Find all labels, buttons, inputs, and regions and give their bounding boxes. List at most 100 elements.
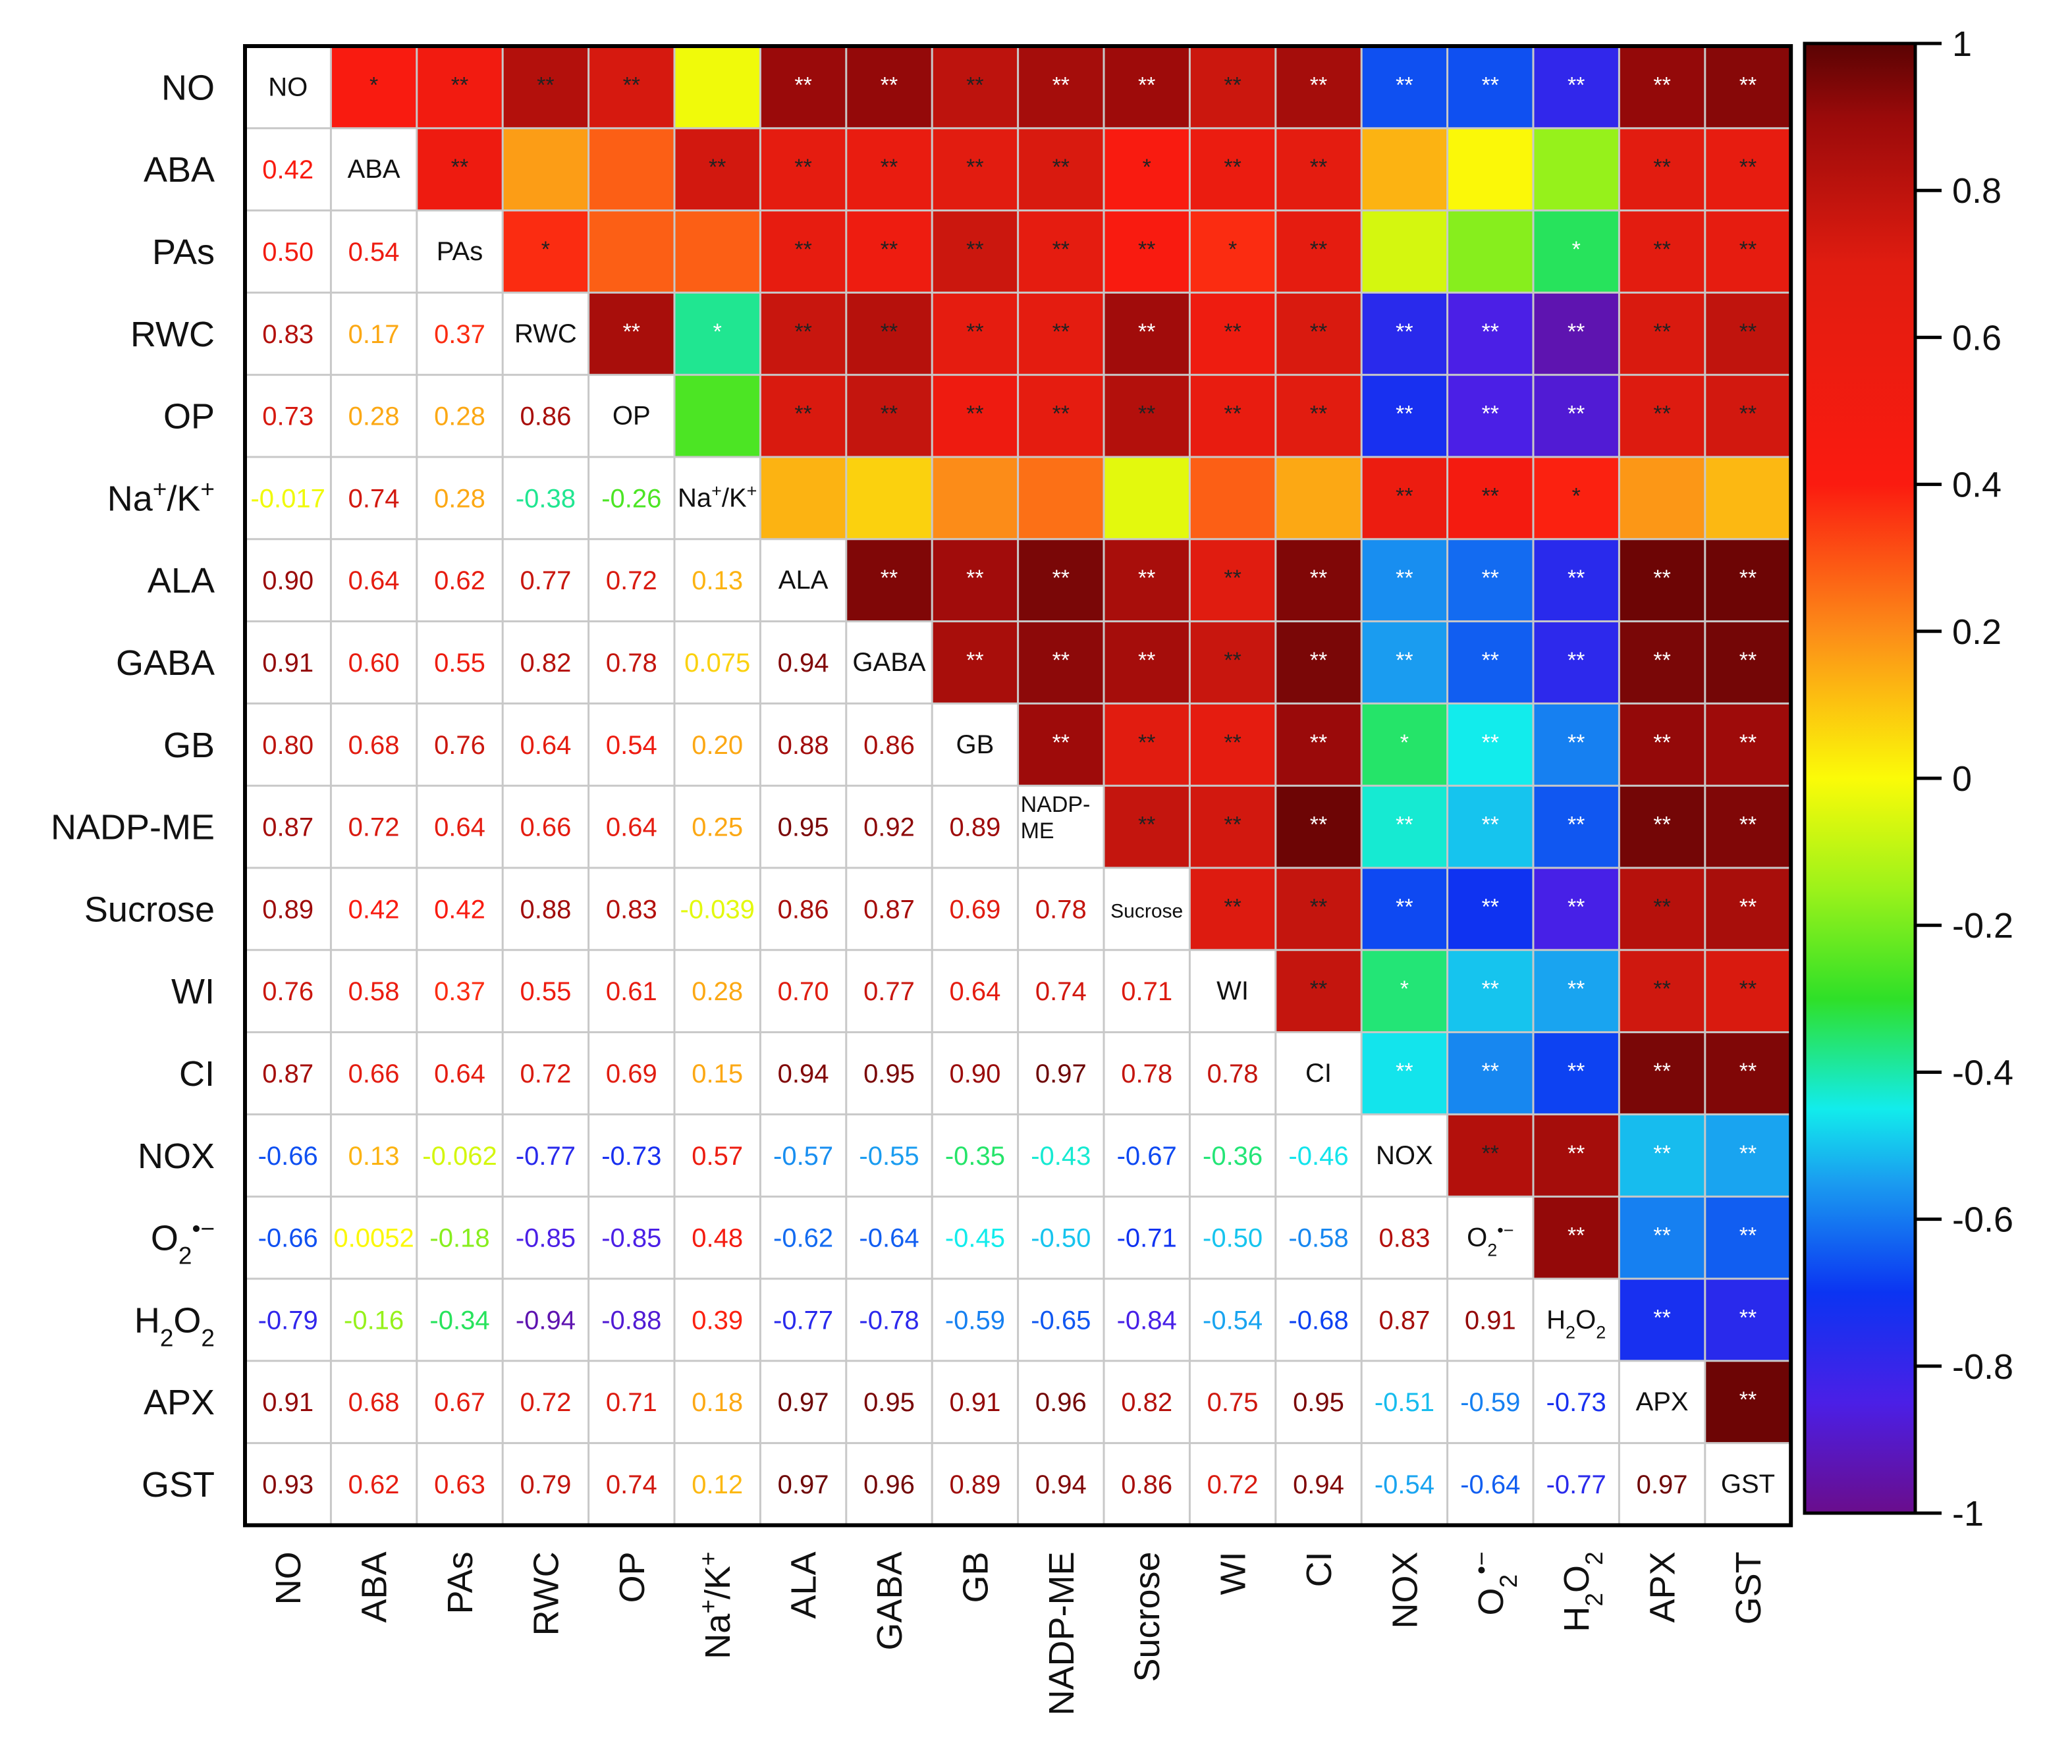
cell-aba-gst: [1704, 128, 1791, 211]
column-label-h2o2: H2O2: [1557, 1551, 1608, 1632]
value-cell-nox-gaba: [846, 1114, 933, 1197]
value-cell-ala-aba: [331, 539, 417, 622]
label-part: 2: [1487, 1241, 1497, 1260]
significance-marker: **: [1482, 894, 1499, 919]
value-cell-h2o2-sucrose: [1104, 1279, 1190, 1361]
value-cell-op-pas: [416, 375, 503, 457]
significance-marker: **: [1653, 1305, 1670, 1330]
value-cell-gst-op: [588, 1443, 674, 1526]
correlation-value: 0.71: [606, 1388, 657, 1417]
significance-marker: *: [1143, 155, 1151, 180]
cell-nadp-me-gst: [1704, 786, 1791, 868]
significance-marker: **: [1568, 1141, 1585, 1166]
correlation-value: 0.86: [520, 402, 571, 431]
value-cell-nadp-me-pas: [416, 786, 503, 868]
column-label-o2: O2•−: [1467, 1551, 1521, 1615]
correlation-value: 0.93: [262, 1470, 314, 1499]
diagonal-cell-gaba: [846, 621, 933, 704]
value-cell-h2o2-o2: [1447, 1279, 1533, 1361]
correlation-value: 0.13: [348, 1142, 400, 1171]
correlation-value: 0.87: [262, 813, 314, 842]
label-part: 2: [201, 1324, 215, 1351]
cell-h2o2-apx: [1619, 1279, 1705, 1361]
correlation-value: 0.69: [606, 1059, 657, 1088]
label-part: NOX: [1385, 1551, 1425, 1628]
cell-no-nadp-me: [1018, 46, 1104, 128]
correlation-value: 0.39: [692, 1306, 743, 1335]
correlation-value: 0.57: [692, 1142, 743, 1171]
value-cell-gb-ala: [760, 703, 846, 786]
cell-no-pas: [416, 46, 503, 128]
correlation-value: 0.64: [606, 813, 657, 842]
value-cell-h2o2-no: [245, 1279, 331, 1361]
heatmap-cells: NO * ** ** ** ** ** ** ** ** ** ** ** ** ** ** **0.42 ABA…: [243, 44, 1793, 1528]
value-cell-apx-ci: [1275, 1360, 1362, 1443]
significance-marker: **: [1739, 1387, 1757, 1412]
value-cell-apx-nox: [1361, 1360, 1448, 1443]
value-cell-aba-no: [245, 128, 331, 211]
cell-op-nadp-me: [1018, 375, 1104, 457]
column-label-na-k: Na+/K+: [695, 1551, 738, 1659]
value-cell-sucrose-pas: [416, 868, 503, 950]
value-cell-wi-na-k: [674, 949, 761, 1032]
cell-aba-apx: [1619, 128, 1705, 211]
value-cell-ci-op: [588, 1032, 674, 1115]
diagonal-cell-aba: [331, 128, 417, 211]
significance-marker: **: [1138, 237, 1155, 262]
cell-sucrose-apx: [1619, 868, 1705, 950]
label-part: •−: [1467, 1551, 1494, 1574]
cell-gaba-sucrose: [1104, 621, 1190, 704]
cell-o2-apx: [1619, 1196, 1705, 1279]
correlation-value: 0.64: [520, 731, 571, 760]
value-cell-apx-o2: [1447, 1360, 1533, 1443]
correlation-value: -0.36: [1203, 1142, 1263, 1171]
diagonal-label-gb: GB: [956, 730, 995, 759]
label-part: +: [153, 475, 167, 502]
label-part: H: [1557, 1607, 1596, 1632]
significance-marker: **: [1224, 155, 1241, 180]
significance-marker: **: [1568, 566, 1585, 591]
cell-ala-o2: [1447, 539, 1533, 622]
significance-marker: **: [794, 155, 811, 180]
correlation-value: -0.73: [1546, 1388, 1606, 1417]
cell-ala-sucrose: [1104, 539, 1190, 622]
significance-marker: **: [1653, 894, 1670, 919]
cell-gaba-ci: [1275, 621, 1362, 704]
label-part: /K: [698, 1566, 738, 1599]
value-cell-h2o2-aba: [331, 1279, 417, 1361]
significance-marker: **: [881, 566, 898, 591]
significance-marker: **: [1052, 237, 1070, 262]
value-cell-wi-nadp-me: [1018, 949, 1104, 1032]
significance-marker: **: [1568, 730, 1585, 755]
value-cell-sucrose-gaba: [846, 868, 933, 950]
colorbar-tick-label: 0.6: [1952, 318, 2002, 358]
cell-no-apx: [1619, 46, 1705, 128]
value-cell-h2o2-gb: [932, 1279, 1018, 1361]
row-label-op: OP: [163, 397, 215, 437]
correlation-value: -0.50: [1031, 1224, 1091, 1253]
colorbar-tick-label: 0.4: [1952, 466, 2002, 505]
label-part: O: [1575, 1305, 1596, 1334]
label-part: GST: [142, 1465, 215, 1505]
significance-marker: **: [1310, 319, 1327, 344]
cell-na-k-gst: [1704, 457, 1791, 539]
cell-aba-sucrose: [1104, 128, 1190, 211]
significance-marker: **: [1310, 730, 1327, 755]
column-label-rwc: RWC: [526, 1551, 566, 1636]
cell-o2-h2o2: [1533, 1196, 1620, 1279]
significance-marker: **: [1739, 1305, 1757, 1330]
cell-gb-nadp-me: [1018, 703, 1104, 786]
cell-op-o2: [1447, 375, 1533, 457]
label-part: GABA: [852, 648, 925, 677]
value-cell-o2-gaba: [846, 1196, 933, 1279]
cell-gb-h2o2: [1533, 703, 1620, 786]
correlation-value: 0.74: [348, 484, 400, 513]
significance-marker: **: [1739, 319, 1757, 344]
significance-marker: *: [1572, 483, 1581, 508]
significance-marker: *: [369, 72, 378, 97]
row-label-apx: APX: [144, 1383, 215, 1422]
cell-gb-ci: [1275, 703, 1362, 786]
correlation-value: 0.28: [692, 977, 743, 1006]
correlation-value: 0.42: [434, 895, 485, 924]
